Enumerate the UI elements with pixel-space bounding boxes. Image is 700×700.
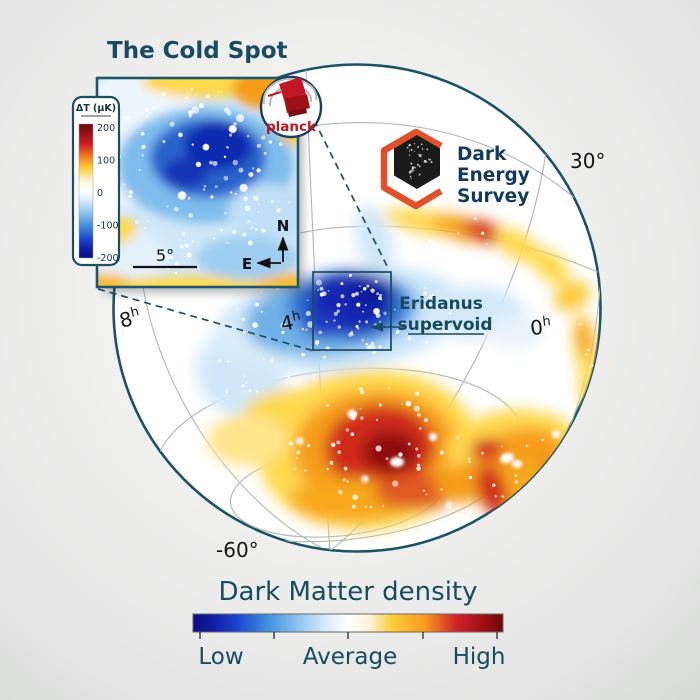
svg-text:-100: -100 — [97, 221, 119, 232]
svg-text:200: 200 — [97, 123, 115, 134]
sphere-star-speckles — [218, 217, 597, 509]
density-legend: Dark Matter density Low Average High — [192, 577, 506, 670]
planck-logo-text: planck — [266, 119, 317, 135]
coordinate-labels: 30° -60° 8h 4h 0h — [117, 149, 606, 562]
legend-colorbar — [192, 613, 504, 633]
inset-colorbar: ΔT (μK) 200 100 0 -100 -200 — [71, 95, 121, 267]
dark-matter-map-blobs — [195, 205, 598, 531]
svg-text:-200: -200 — [97, 253, 119, 264]
cmb-map-blobs — [97, 78, 298, 287]
supervoid-label-line1: Eridanus — [399, 294, 483, 314]
legend-label-average: Average — [303, 644, 397, 670]
cold-spot-inset: The Cold Spot ΔT (μK) 200 100 0 -100 -20… — [71, 38, 304, 294]
supervoid-highlight-box — [312, 271, 392, 351]
des-logo-text-2: Energy — [457, 165, 530, 186]
inset-colorbar-gradient — [78, 123, 94, 259]
dec-label-30: 30° — [570, 149, 605, 173]
legend-tick-marks — [199, 632, 498, 639]
compass-east-label: E — [242, 255, 252, 273]
planck-logo: planck — [259, 75, 323, 139]
des-hexagon-stars — [406, 143, 433, 179]
inset-colorbar-label: ΔT (μK) — [76, 103, 116, 114]
svg-text:100: 100 — [97, 156, 115, 167]
legend-title: Dark Matter density — [219, 577, 478, 607]
legend-label-low: Low — [198, 644, 243, 670]
compass-north-label: N — [277, 217, 290, 235]
inset-scale-label: 5° — [156, 246, 174, 265]
inset-colorbar-ticks: 200 100 0 -100 -200 — [97, 123, 119, 264]
des-logo-text-3: Survey — [457, 186, 529, 207]
inset-projection-lines — [97, 119, 390, 352]
des-logo: Dark Energy Survey — [380, 128, 530, 210]
des-logo-text-1: Dark — [457, 144, 507, 165]
supervoid-annotation: Eridanus supervoid — [370, 294, 493, 335]
supervoid-label-line2: supervoid — [397, 315, 492, 335]
des-starfield-hexagon — [394, 135, 440, 189]
ra-label-0h: 0h — [529, 314, 552, 340]
inset-compass: N E — [242, 217, 289, 273]
dec-label-minus60: -60° — [216, 538, 259, 562]
inset-scale-bar: 5° — [133, 246, 197, 269]
inset-title: The Cold Spot — [107, 38, 288, 64]
ra-label-4h: 4h — [278, 308, 304, 336]
planck-satellite-icon — [262, 77, 318, 117]
legend-label-high: High — [453, 644, 506, 670]
ra-label-8h: 8h — [117, 304, 143, 332]
svg-text:0: 0 — [97, 188, 103, 199]
des-hexagon-icon — [380, 128, 443, 210]
